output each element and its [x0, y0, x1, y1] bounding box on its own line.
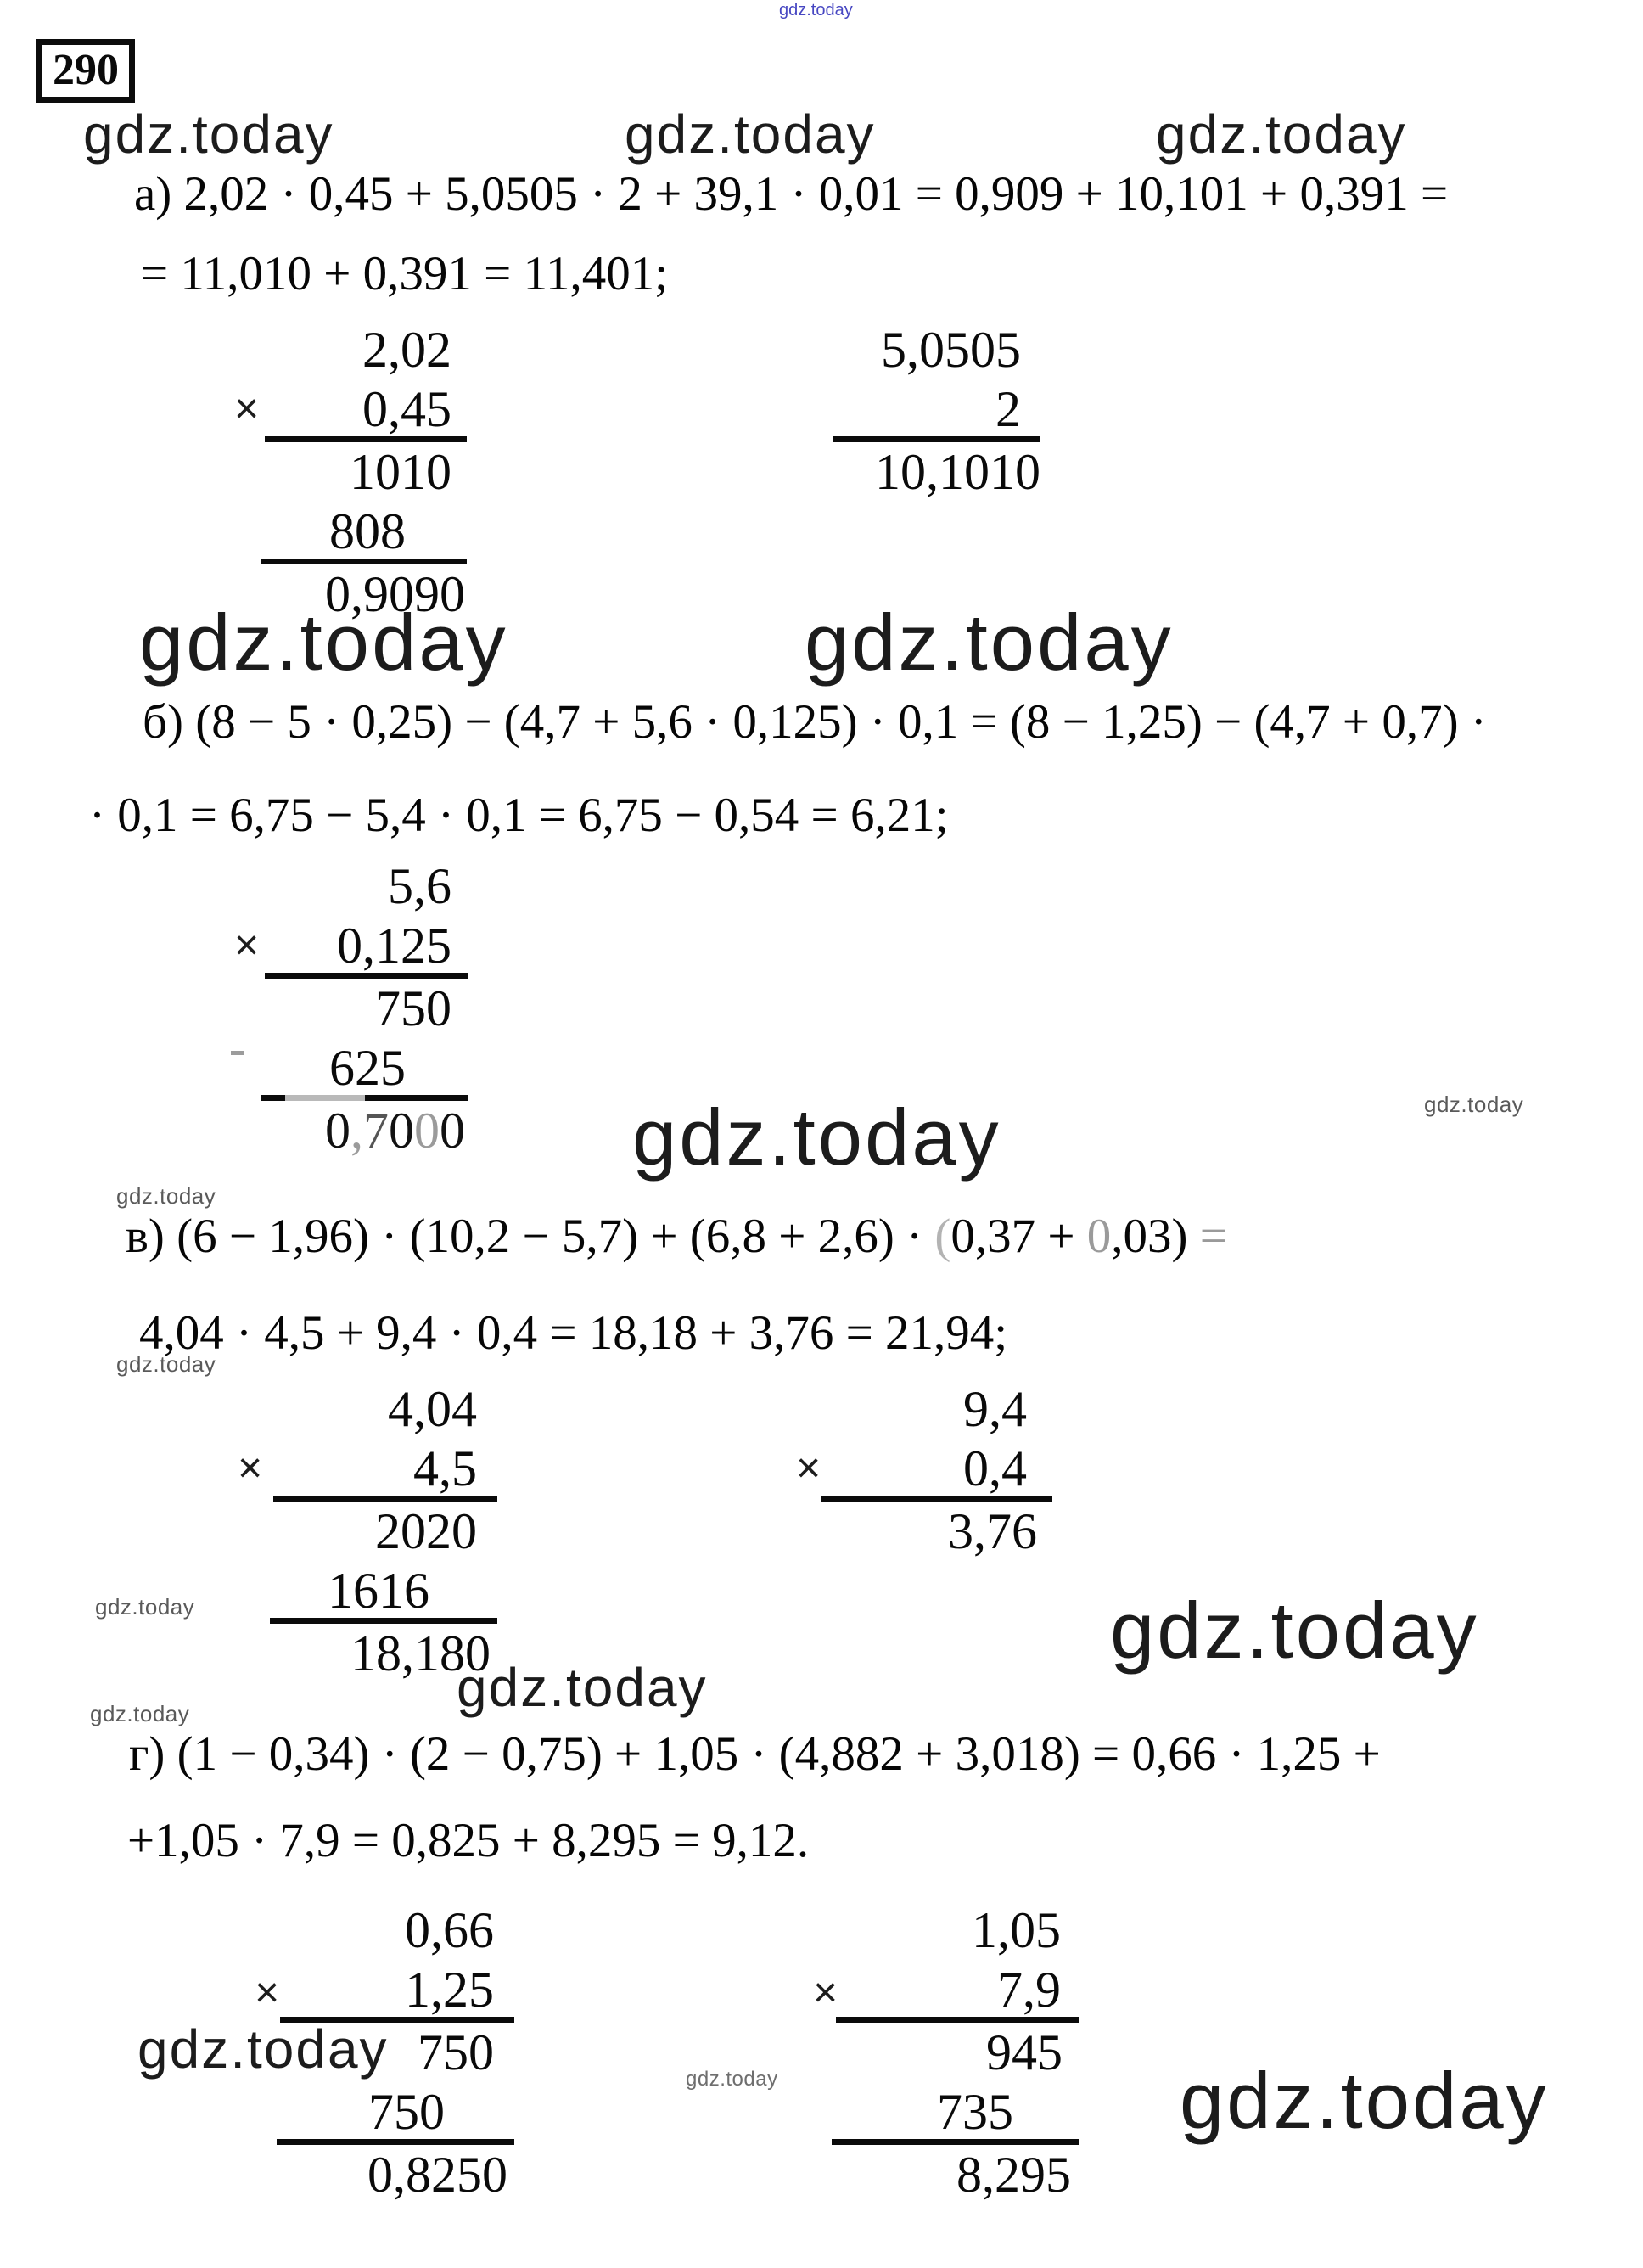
- equation-b-line-1: б) (8 − 5 · 0,25) − (4,7 + 5,6 · 0,125) …: [143, 695, 1487, 749]
- product: 3,76: [948, 1503, 1037, 1559]
- partial-product: 945: [986, 2024, 1063, 2080]
- equation-part: 0,37 +: [950, 1210, 1087, 1263]
- partial-product: 750: [375, 980, 451, 1036]
- multiplication-line: [265, 973, 468, 979]
- product-digit: 7: [363, 1103, 389, 1159]
- watermark: gdz.today: [95, 1594, 195, 1620]
- multiplier: 2: [995, 381, 1021, 437]
- equation-a-line-2: = 11,010 + 0,391 = 11,401;: [141, 247, 669, 300]
- multiply-sign: ×: [255, 1968, 280, 2016]
- watermark: gdz.today: [137, 2018, 389, 2080]
- multiplier: 0,4: [963, 1440, 1027, 1496]
- product: 0,8250: [367, 2147, 507, 2203]
- partial-product: 808: [329, 503, 406, 559]
- equation-g-line-2: +1,05 · 7,9 = 0,825 + 8,295 = 9,12.: [127, 1814, 810, 1867]
- equation-part: (: [934, 1210, 951, 1263]
- scan-smudge: [285, 1095, 365, 1101]
- equation-part: =: [1199, 1210, 1227, 1263]
- product: 18,180: [350, 1625, 491, 1681]
- product: 0,9090: [325, 566, 465, 622]
- equation-a-line-1: а) 2,02 · 0,45 + 5,0505 · 2 + 39,1 · 0,0…: [134, 167, 1449, 221]
- product-digit: ,: [350, 1103, 363, 1159]
- watermark: gdz.today: [1156, 104, 1407, 165]
- equation-v-line-2: 4,04 · 4,5 + 9,4 · 0,4 = 18,18 + 3,76 = …: [139, 1306, 1008, 1360]
- multiplier: 0,125: [337, 918, 451, 974]
- equation-v-line-1: в) (6 − 1,96) · (10,2 − 5,7) + (6,8 + 2,…: [126, 1209, 1227, 1265]
- multiplication-line: [273, 1496, 497, 1502]
- product: 8,295: [956, 2147, 1071, 2203]
- partial-product: 625: [329, 1040, 406, 1096]
- multiplier: 0,45: [362, 381, 451, 437]
- multiplier: 1,25: [405, 1962, 494, 2018]
- partial-product: 750: [368, 2084, 445, 2140]
- multiplication-line: [833, 436, 1040, 442]
- multiplier: 4,5: [413, 1440, 477, 1496]
- equation-g-line-1: г) (1 − 0,34) · (2 − 0,75) + 1,05 · (4,8…: [129, 1727, 1381, 1781]
- multiplication-line: [270, 1618, 497, 1624]
- multiplicand: 5,6: [388, 858, 451, 914]
- multiply-sign: ×: [234, 921, 260, 968]
- multiplier: 7,9: [997, 1962, 1061, 2018]
- multiplicand: 0,66: [405, 1902, 494, 1958]
- multiplication-line: [836, 2017, 1079, 2023]
- multiplication-line: [261, 559, 467, 564]
- multiplicand: 4,04: [388, 1381, 477, 1437]
- partial-product: 1010: [350, 444, 451, 500]
- product-digit: 0: [414, 1103, 440, 1159]
- product-digit: 0: [440, 1103, 465, 1159]
- multiplication-line: [832, 2139, 1079, 2145]
- partial-product: 2020: [375, 1503, 477, 1559]
- partial-product: 1616: [328, 1563, 429, 1619]
- product-digit: 0: [389, 1103, 414, 1159]
- watermark: gdz.today: [1424, 1092, 1524, 1117]
- watermark: gdz.today: [779, 1, 853, 20]
- equation-b-line-2: · 0,1 = 6,75 − 5,4 · 0,1 = 6,75 − 0,54 =…: [89, 789, 949, 842]
- problem-number: 290: [53, 46, 119, 94]
- watermark: gdz.today: [625, 104, 876, 165]
- watermark: gdz.today: [632, 1092, 1001, 1182]
- multiplication-line: [265, 436, 467, 442]
- multiplicand: 5,0505: [881, 322, 1021, 378]
- watermark: gdz.today: [90, 1701, 190, 1726]
- problem-number-box: 290: [36, 39, 135, 104]
- watermark: gdz.today: [116, 1183, 216, 1209]
- partial-product: 750: [418, 2024, 494, 2080]
- product: 0,7000: [325, 1105, 465, 1156]
- product: 10,1010: [875, 444, 1040, 500]
- multiplicand: 2,02: [362, 322, 451, 378]
- product-digit: 0: [325, 1103, 350, 1159]
- equation-part: ,03): [1111, 1210, 1200, 1263]
- multiplication-line: [822, 1496, 1052, 1502]
- multiplicand: 9,4: [963, 1381, 1027, 1437]
- watermark: gdz.today: [139, 598, 508, 687]
- multiply-sign: ×: [238, 1444, 263, 1491]
- watermark: gdz.today: [457, 1657, 708, 1718]
- multiplicand: 1,05: [972, 1902, 1061, 1958]
- watermark: gdz.today: [1180, 2056, 1549, 2145]
- watermark: gdz.today: [116, 1351, 216, 1377]
- multiply-sign: ×: [234, 385, 260, 432]
- scan-smudge: [231, 1051, 244, 1055]
- multiply-sign: ×: [813, 1968, 838, 2016]
- watermark: gdz.today: [805, 598, 1174, 687]
- multiplication-line: [280, 2017, 514, 2023]
- multiplication-line: [277, 2139, 514, 2145]
- multiply-sign: ×: [796, 1444, 822, 1491]
- equation-part: 0: [1086, 1210, 1112, 1263]
- watermark: gdz.today: [1110, 1586, 1479, 1675]
- equation-part: в) (6 − 1,96) · (10,2 − 5,7) + (6,8 + 2,…: [126, 1210, 935, 1263]
- partial-product: 735: [937, 2084, 1013, 2140]
- watermark: gdz.today: [83, 104, 334, 165]
- multiplication-line: [261, 1095, 468, 1101]
- watermark: gdz.today: [686, 2068, 778, 2091]
